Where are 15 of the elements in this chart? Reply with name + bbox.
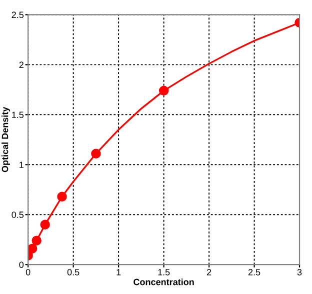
x-tick-label: 2 — [206, 269, 212, 276]
y-tick-label: 1.5 — [12, 112, 24, 118]
y-tick-label: 0.5 — [12, 212, 24, 218]
y-tick-label: 2 — [19, 62, 24, 68]
x-tick-label: 1 — [116, 269, 121, 276]
x-tick-label: 0.5 — [67, 269, 80, 276]
y-axis-title: Optical Density — [2, 106, 10, 172]
x-tick-label: 2.5 — [248, 269, 260, 276]
x-tick-label: 3 — [297, 269, 302, 276]
y-tick-label: 0 — [19, 262, 24, 268]
y-tick-label: 2.5 — [12, 12, 24, 18]
x-axis-title: Concentration — [134, 278, 194, 286]
y-tick-label: 1 — [20, 162, 24, 168]
x-tick-label: 0 — [26, 269, 30, 276]
x-tick-label: 1.5 — [158, 269, 170, 276]
